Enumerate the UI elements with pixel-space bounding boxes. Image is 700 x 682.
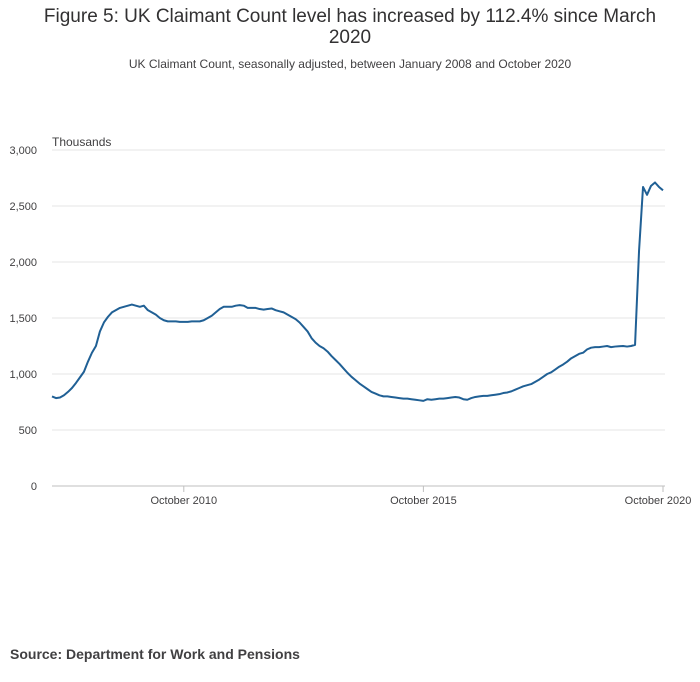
chart-subtitle: UK Claimant Count, seasonally adjusted, …: [128, 57, 572, 71]
y-axis-label: Thousands: [52, 135, 111, 149]
x-tick-label: October 2015: [390, 495, 457, 507]
y-tick-label: 1,000: [9, 369, 37, 381]
series-line-claimant-count: [51, 181, 664, 402]
line-chart: 0 500 1,000 1,500 2,000 2,500 3,000 October 20…: [9, 135, 691, 507]
x-axis: October 2010 October 2015 October 2020: [150, 486, 691, 507]
x-tick-label: October 2010: [150, 495, 217, 507]
y-tick-label: 2,500: [9, 201, 37, 213]
y-axis: 0 500 1,000 1,500 2,000 2,500 3,000: [9, 145, 37, 493]
chart-title: Figure 5: UK Claimant Count level has in…: [43, 6, 657, 48]
y-tick-label: 500: [19, 425, 37, 437]
x-tick-label: October 2020: [625, 495, 692, 507]
y-tick-label: 1,500: [9, 313, 37, 325]
gridlines: [52, 149, 665, 487]
y-tick-label: 3,000: [9, 145, 37, 157]
y-tick-label: 0: [31, 481, 37, 493]
y-tick-label: 2,000: [9, 257, 37, 269]
source-note: Source: Department for Work and Pensions: [10, 646, 300, 662]
